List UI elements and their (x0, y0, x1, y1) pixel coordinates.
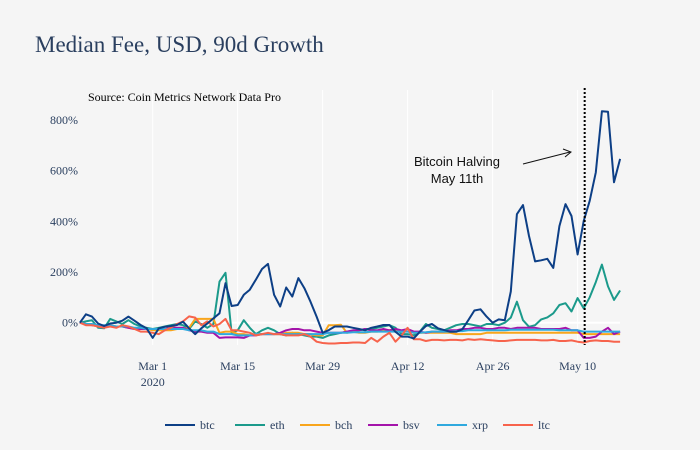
halving-annotation: Bitcoin Halving May 11th (414, 88, 586, 345)
chart-subtitle: Source: Coin Metrics Network Data Pro (88, 90, 281, 104)
x-tick-label: Apr 12 (391, 359, 425, 373)
legend-label: ltc (538, 418, 550, 432)
y-tick-label: 800% (50, 113, 78, 127)
y-axis: 0% 200% 400% 600% 800% (50, 113, 78, 330)
x-tick-label: Mar 1 (138, 359, 167, 373)
legend-label: eth (270, 418, 285, 432)
y-tick-label: 400% (50, 214, 78, 228)
annotation-line-1: Bitcoin Halving (414, 154, 500, 169)
legend-item-btc[interactable]: btc (165, 418, 215, 432)
x-tick-label: Mar 15 (220, 359, 255, 373)
annotation-line-2: May 11th (431, 171, 484, 186)
x-tick-label: Apr 26 (476, 359, 510, 373)
x-tick-label: May 10 (559, 359, 596, 373)
legend-label: btc (200, 418, 215, 432)
arrow-head-icon (562, 148, 572, 158)
gridlines (80, 90, 620, 345)
legend-label: xrp (472, 418, 488, 432)
x-axis: Mar 1 2020 Mar 15 Mar 29 Apr 12 Apr 26 May 10 (138, 359, 596, 389)
legend: btc eth bch bsv xrp ltc (165, 418, 550, 432)
legend-label: bsv (403, 418, 420, 432)
annotation-arrow (522, 151, 571, 165)
x-tick-label: Mar 29 (305, 359, 340, 373)
chart-title: Median Fee, USD, 90d Growth (35, 32, 324, 57)
series-line-ltc (79, 315, 621, 345)
legend-item-ltc[interactable]: ltc (503, 418, 550, 432)
legend-item-bsv[interactable]: bsv (368, 418, 420, 432)
legend-item-eth[interactable]: eth (235, 418, 285, 432)
legend-label: bch (335, 418, 352, 432)
series-line-btc (79, 110, 622, 340)
legend-item-xrp[interactable]: xrp (437, 418, 488, 432)
legend-item-bch[interactable]: bch (300, 418, 352, 432)
y-tick-label: 200% (50, 265, 78, 279)
y-tick-label: 600% (50, 164, 78, 178)
y-tick-label: 0% (62, 316, 78, 330)
series-lines (79, 110, 622, 345)
x-tick-year: 2020 (141, 375, 165, 389)
